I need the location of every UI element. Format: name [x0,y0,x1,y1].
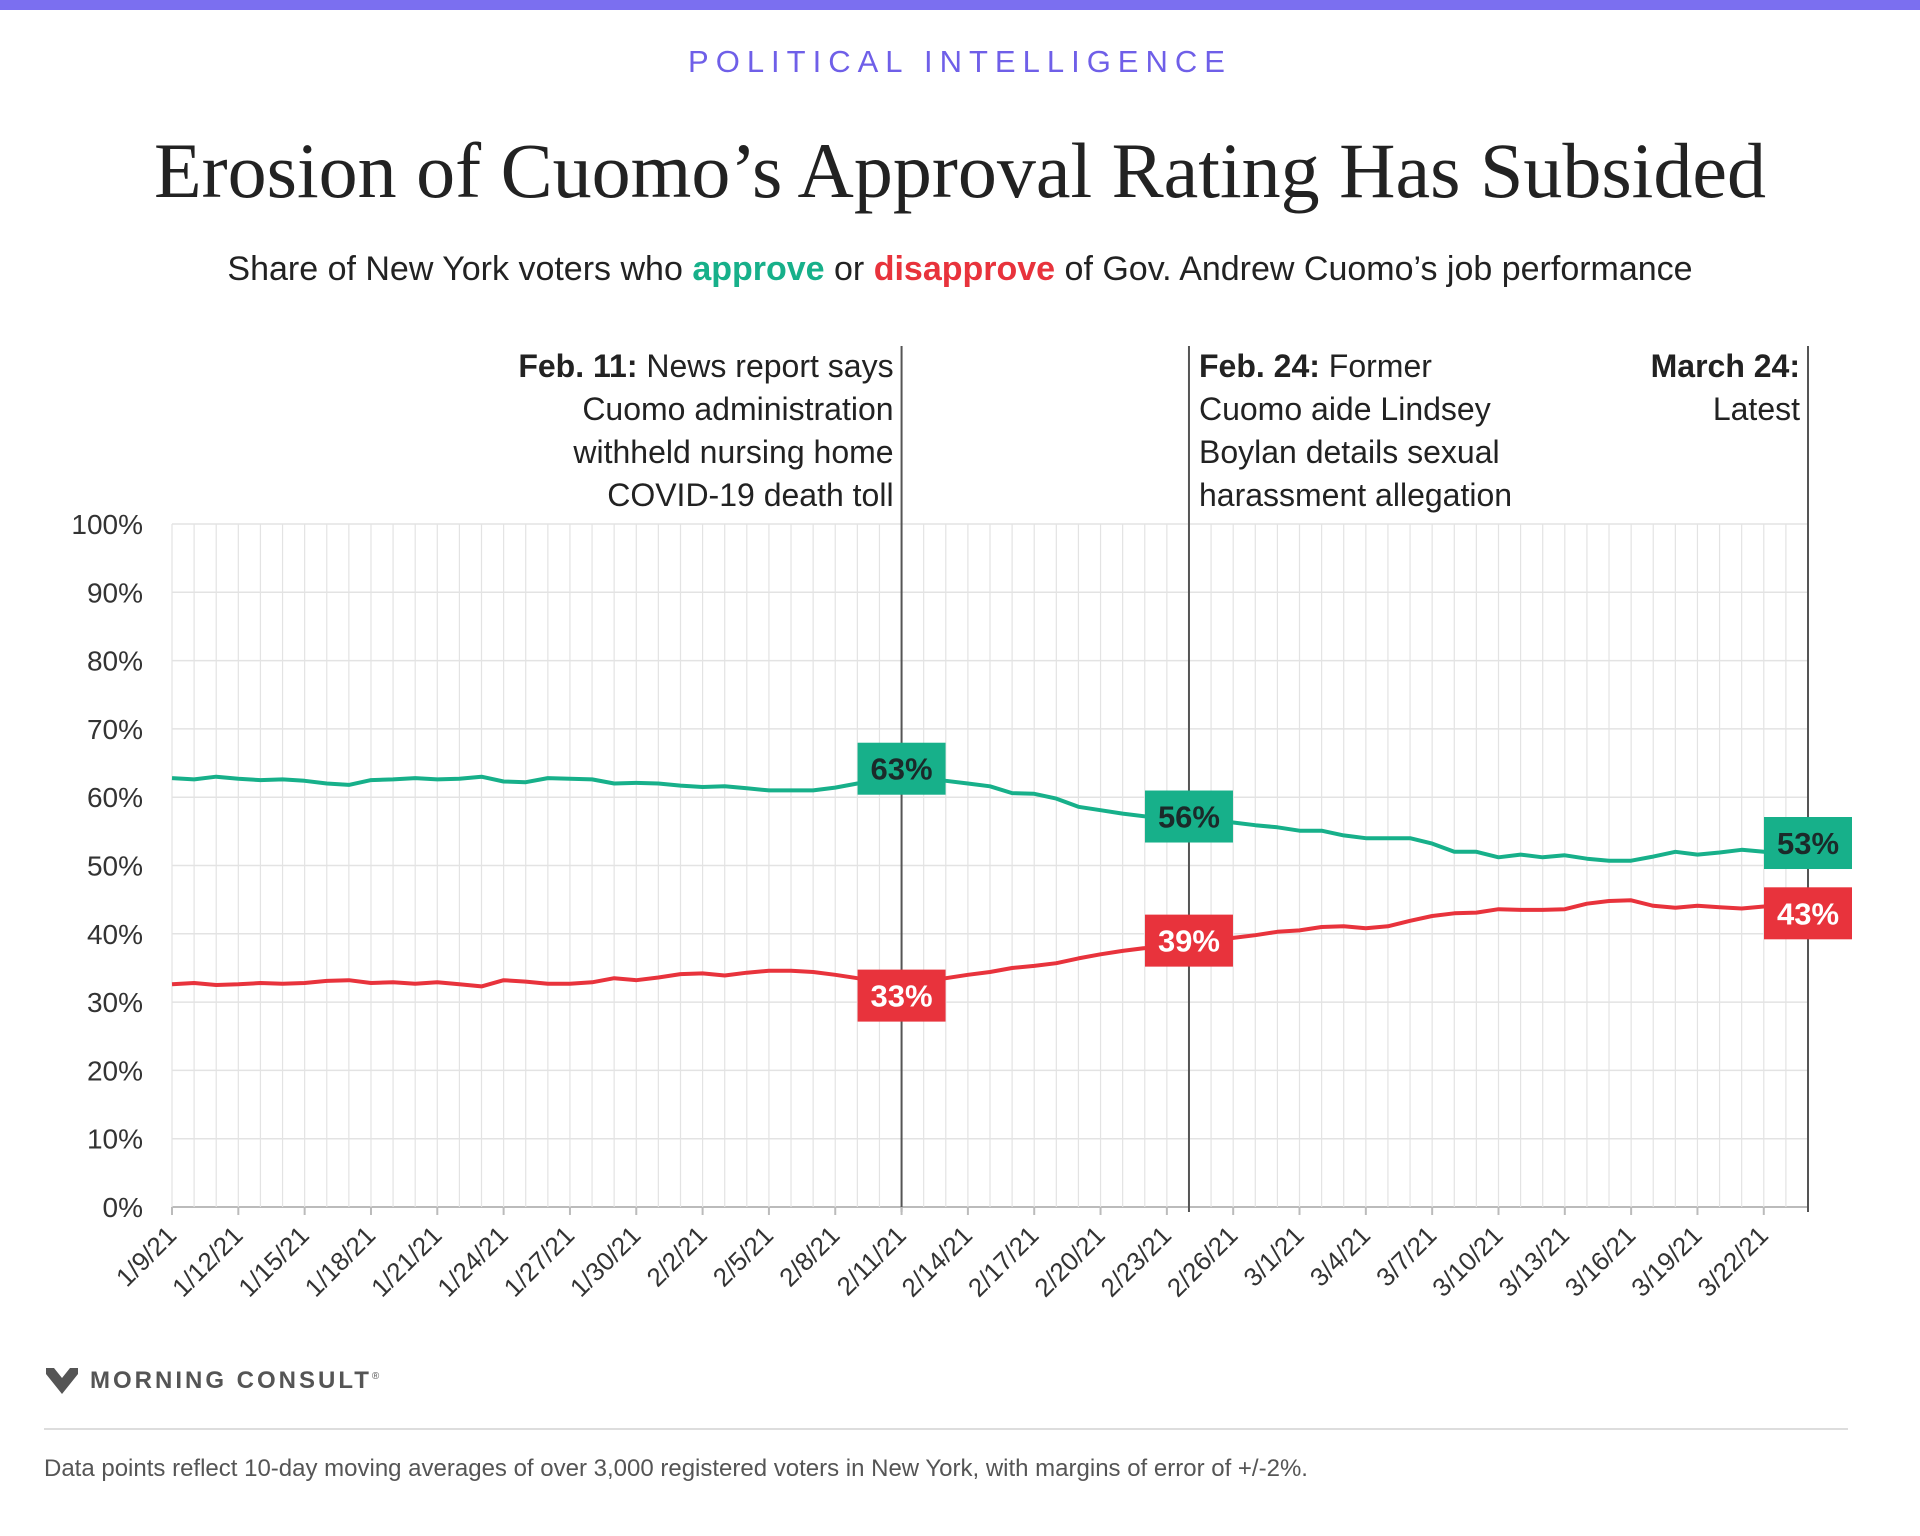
annotation-line: COVID-19 death toll [607,477,893,513]
y-tick-label: 30% [87,987,143,1018]
brand-mark: ® [371,1371,383,1382]
disapprove-value-box [1144,914,1233,967]
subtitle-approve: approve [692,250,825,288]
x-tick-label: 2/23/21 [1095,1220,1178,1303]
grid [171,523,1809,1208]
approve-value-box [1764,817,1852,870]
annotations: Feb. 11: News report says Cuomo administr… [518,348,1800,513]
brand-text: MORNING CONSULT [90,1367,372,1394]
x-tick-label: 3/4/21 [1304,1220,1376,1292]
y-tick-label: 60% [87,782,143,813]
annotation-line: Feb. 24: Former [1199,348,1432,384]
x-tick-label: 3/19/21 [1625,1220,1708,1303]
y-tick-label: 20% [87,1055,143,1086]
annotation-text: Former [1320,348,1432,384]
annotation-line: Feb. 11: News report says [518,348,893,384]
disapprove-value-label: 33% [857,969,946,1022]
y-tick-label: 50% [87,851,143,882]
event-lines [900,346,1809,1212]
x-tick-label: 2/14/21 [896,1220,979,1303]
subtitle-disapprove: disapprove [873,250,1056,288]
chart-title: Erosion of Cuomo’s Approval Rating Has S… [154,127,1766,214]
x-tick-label: 2/26/21 [1161,1220,1244,1303]
approve-value-label: 63% [857,742,946,795]
x-tick-label: 1/12/21 [166,1220,249,1303]
x-tick-label: 1/15/21 [232,1220,315,1303]
disapprove-value-text: 33% [871,979,933,1014]
approve-line [171,774,1809,863]
disapprove-value-label: 43% [1764,887,1852,940]
disapprove-value-box [857,969,946,1022]
y-tick-label: 10% [87,1124,143,1155]
annotation-line: harassment allegation [1199,477,1512,513]
approve-value-text: 53% [1777,826,1839,861]
footnote: Data points reflect 10-day moving averag… [44,1455,1308,1482]
x-tick-label: 2/2/21 [641,1220,713,1292]
annotation-line: Cuomo administration [582,391,893,427]
approve-value-label: 53% [1764,817,1852,870]
top-accent-bar [0,0,1920,10]
x-tick-label: 2/11/21 [831,1220,912,1301]
subtitle-text-end: of Gov. Andrew Cuomo’s job performance [1055,250,1693,288]
brand: MORNING CONSULT® [46,1366,382,1396]
line-chart: 63% 56% 53% 33% 39% 43% 0% 10% 20% 30% 40% 50% 60% 7… [71,346,1852,1303]
y-tick-label: 40% [87,919,143,950]
annotation-line: Cuomo aide Lindsey [1199,391,1491,427]
x-tick-label: 3/1/21 [1237,1220,1309,1292]
series-lines [171,774,1809,989]
annotation-line: Latest [1713,391,1800,427]
x-tick-label: 1/30/21 [564,1220,647,1303]
x-tick-label: 2/17/21 [962,1220,1045,1303]
disapprove-value-text: 39% [1158,924,1220,959]
x-tick-label: 3/10/21 [1426,1220,1509,1303]
annotation-line: March 24: [1651,348,1800,384]
annotation-line: Boylan details sexual [1199,434,1500,470]
event-annotation: March 24: Latest [1651,348,1801,427]
y-tick-label: 0% [103,1192,143,1223]
disapprove-value-box [1764,887,1852,940]
x-tick-label: 1/27/21 [498,1220,581,1303]
approve-value-text: 56% [1158,800,1220,835]
x-tick-label: 3/16/21 [1559,1220,1642,1303]
chart-subtitle: Share of New York voters who approve or … [0,250,1920,289]
value-labels: 63% 56% 53% 33% 39% 43% [857,742,1852,1022]
approve-value-box [1144,790,1233,843]
annotation-date: March 24: [1651,348,1800,384]
y-tick-label: 80% [87,646,143,677]
x-tick-label: 1/21/21 [365,1220,448,1303]
morning-consult-logo-icon [46,1368,78,1394]
approve-value-label: 56% [1144,790,1233,843]
x-tick-label: 2/5/21 [707,1220,779,1292]
annotation-line: withheld nursing home [572,434,893,470]
footer-divider [44,1428,1848,1430]
disapprove-line [171,898,1808,989]
y-tick-label: 100% [71,509,143,540]
y-tick-label: 70% [87,714,143,745]
subtitle-text: Share of New York voters who [227,250,693,288]
approve-value-box [857,742,946,795]
x-tick-label: 2/20/21 [1028,1220,1111,1303]
brand-name: MORNING CONSULT® [90,1367,382,1395]
annotation-text: News report says [637,348,893,384]
x-tick-label: 1/18/21 [299,1220,382,1303]
x-tick-label: 3/13/21 [1492,1220,1575,1303]
approve-value-text: 63% [871,752,933,787]
annotation-date: Feb. 11: [518,348,637,384]
kicker: POLITICAL INTELLIGENCE [688,44,1232,79]
subtitle-or: or [824,250,874,288]
x-tick-label: 3/22/21 [1691,1220,1774,1303]
disapprove-value-label: 39% [1144,914,1233,967]
x-tick-label: 1/24/21 [431,1220,514,1303]
event-annotation: Feb. 11: News report says Cuomo administr… [518,348,893,513]
event-annotation: Feb. 24: Former Cuomo aide Lindsey Boylan … [1199,348,1512,513]
y-tick-label: 90% [87,577,143,608]
annotation-date: Feb. 24: [1199,348,1320,384]
disapprove-value-text: 43% [1777,896,1839,931]
